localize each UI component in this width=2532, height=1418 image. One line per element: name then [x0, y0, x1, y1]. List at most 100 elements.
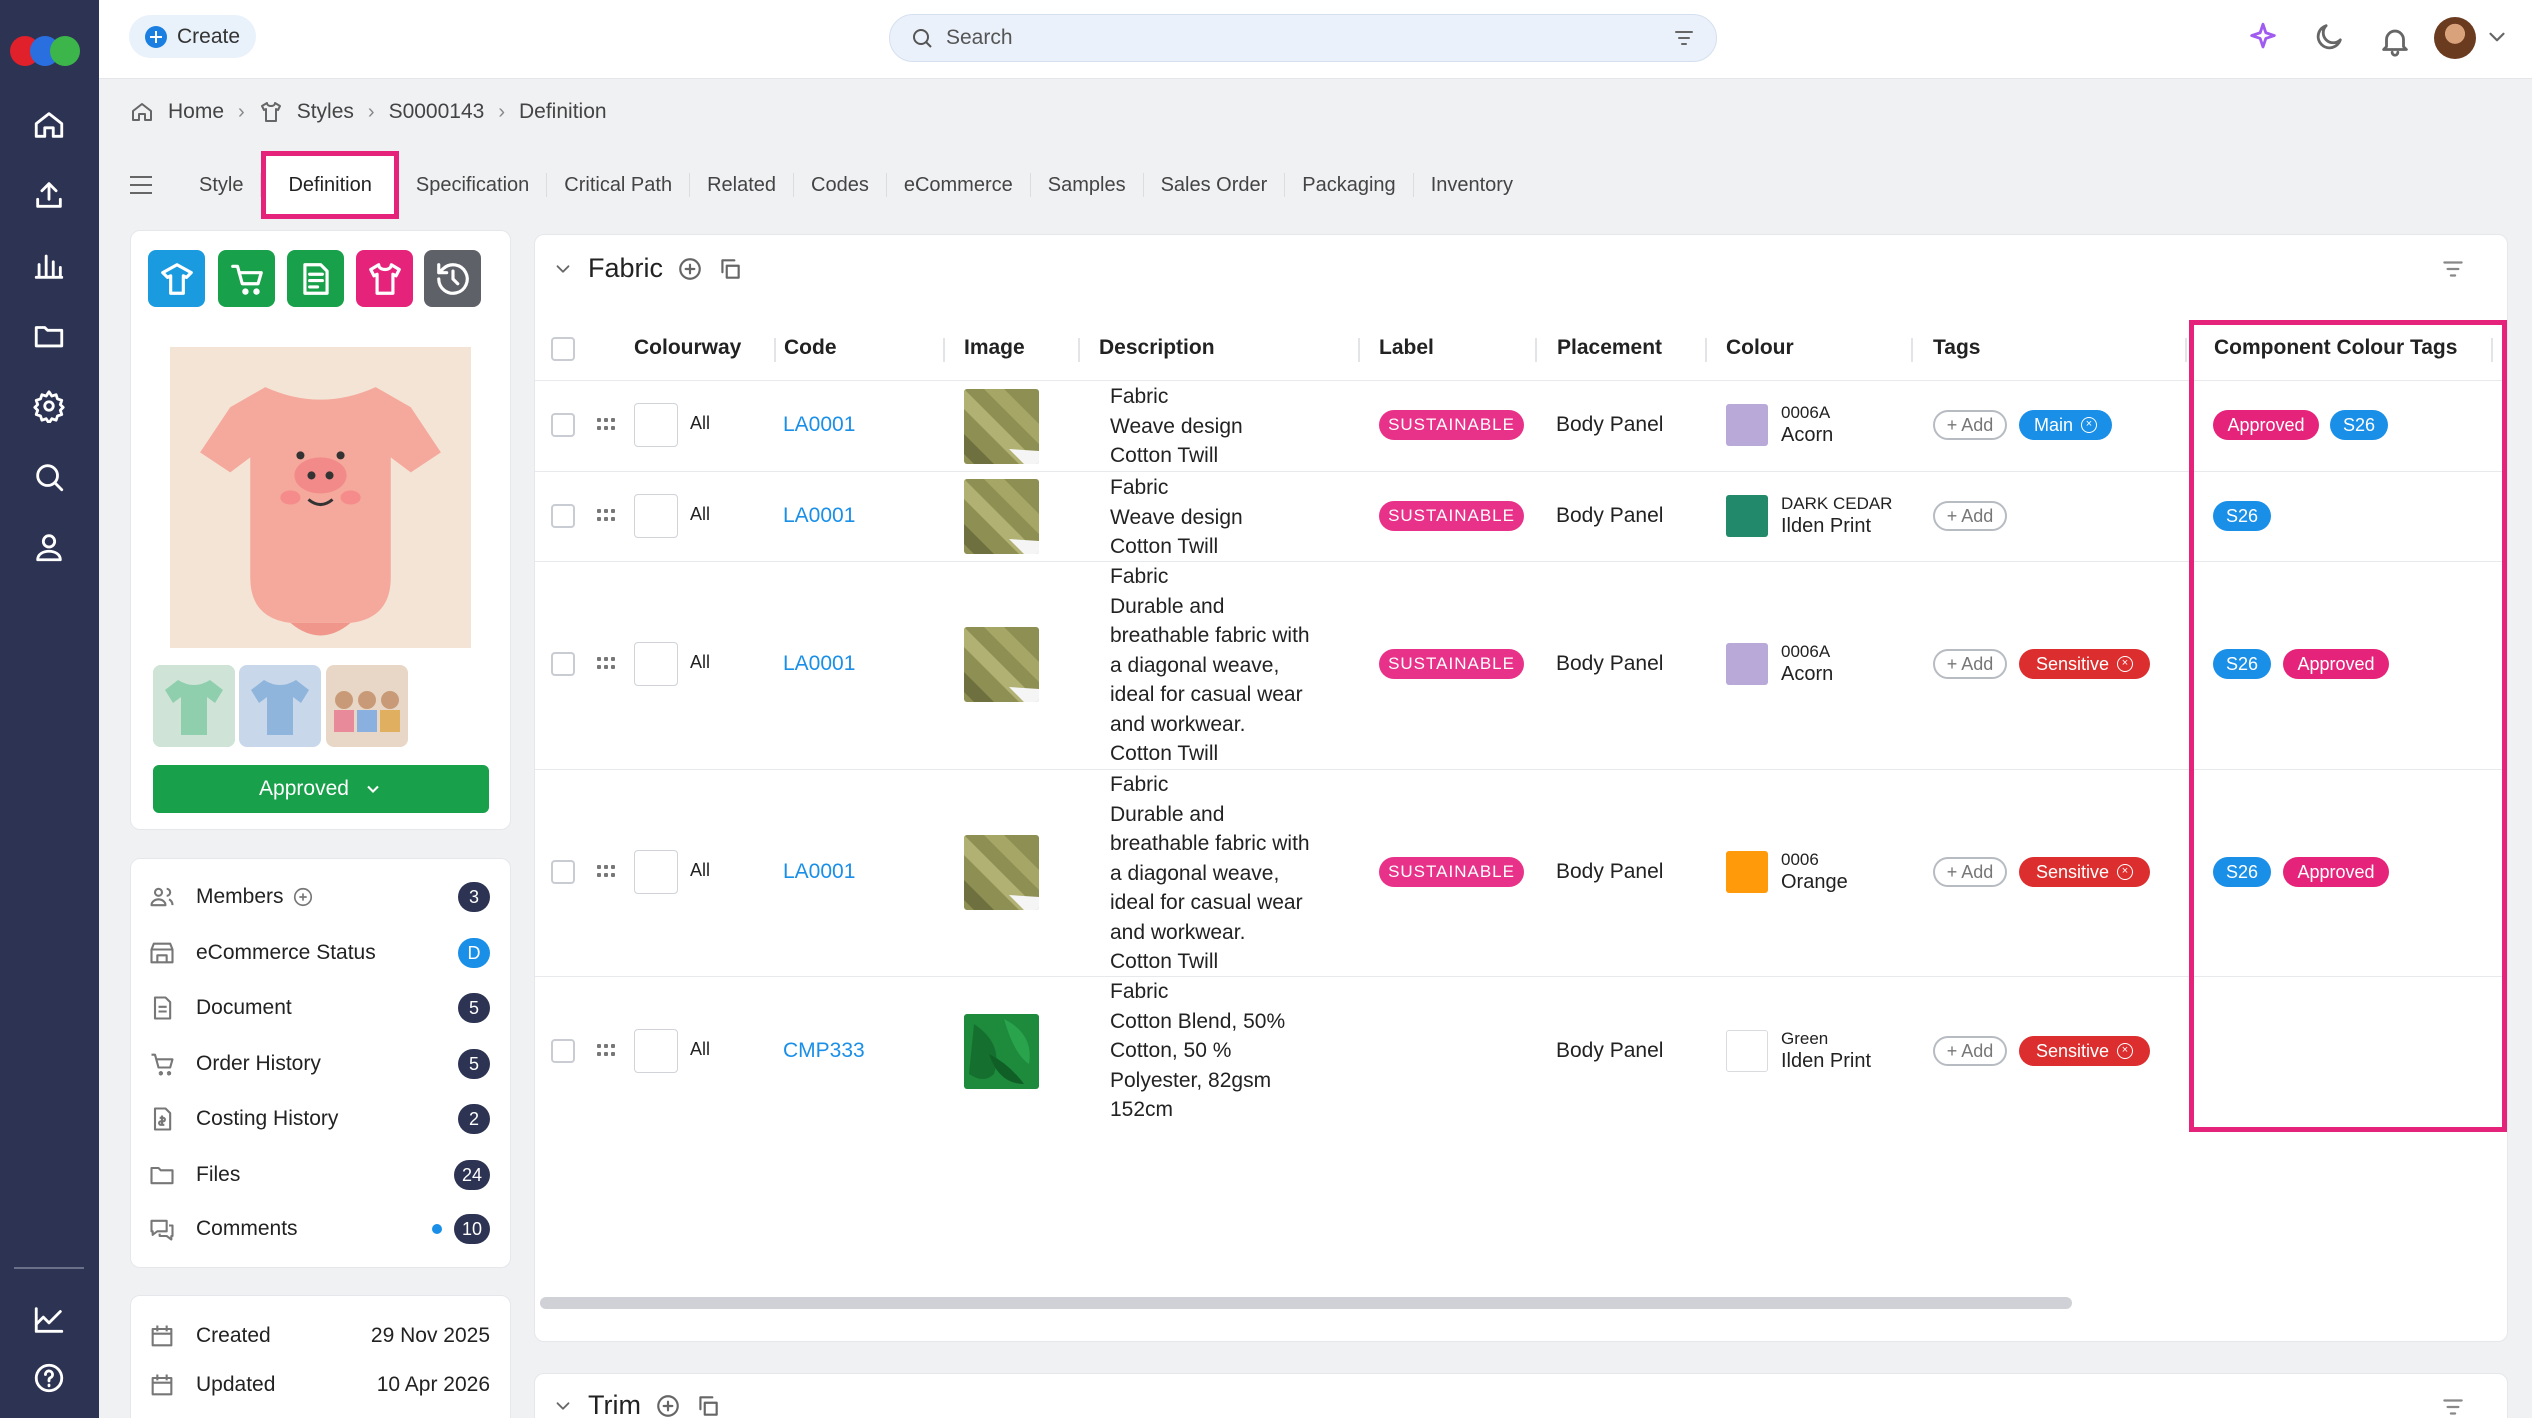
col-label[interactable]: Label — [1379, 336, 1434, 359]
component-tag-s26[interactable]: S26 — [2213, 501, 2271, 531]
code-link[interactable]: CMP333 — [783, 1039, 865, 1062]
add-tag-button[interactable]: + Add — [1933, 857, 2007, 887]
hamburger-menu-icon[interactable] — [130, 176, 152, 194]
remove-tag-icon[interactable]: × — [2117, 864, 2134, 880]
costing-sheet-icon[interactable] — [287, 250, 344, 307]
drag-handle-icon[interactable] — [597, 657, 617, 671]
ecommerce-status-row[interactable]: eCommerce Status D — [148, 933, 490, 973]
component-tag-s26[interactable]: S26 — [2330, 410, 2388, 440]
home-icon[interactable] — [29, 105, 69, 145]
app-logo[interactable] — [10, 36, 90, 66]
component-tag-approved[interactable]: Approved — [2283, 649, 2389, 679]
col-colour[interactable]: Colour — [1726, 336, 1794, 359]
col-colourway[interactable]: Colourway — [634, 336, 742, 359]
col-component-colour-tags[interactable]: Component Colour Tags — [2214, 336, 2458, 359]
component-tag-s26[interactable]: S26 — [2213, 649, 2271, 679]
thumbnail-babies-photo[interactable] — [326, 665, 408, 747]
costing-history-row[interactable]: Costing History 2 — [148, 1099, 490, 1139]
dark-mode-moon-icon[interactable] — [2312, 20, 2346, 54]
add-tag-button[interactable]: + Add — [1933, 410, 2007, 440]
row-checkbox[interactable] — [551, 504, 575, 528]
drag-handle-icon[interactable] — [597, 418, 617, 432]
fabric-image[interactable] — [964, 627, 1039, 702]
filter-icon[interactable] — [1672, 26, 1696, 50]
comments-row[interactable]: Comments 10 — [148, 1209, 490, 1249]
analytics-icon[interactable] — [29, 1300, 69, 1340]
chevron-down-icon[interactable] — [2484, 24, 2510, 50]
row-checkbox[interactable] — [551, 1039, 575, 1063]
tab-specification[interactable]: Specification — [399, 173, 548, 197]
colourway-swatch[interactable] — [634, 1029, 678, 1073]
history-icon[interactable] — [424, 250, 481, 307]
notification-bell-icon[interactable] — [2378, 24, 2412, 58]
product-image[interactable] — [170, 347, 471, 648]
breadcrumb-style-id[interactable]: S0000143 — [388, 100, 485, 123]
remove-tag-icon[interactable]: × — [2117, 1043, 2134, 1059]
code-link[interactable]: LA0001 — [783, 860, 856, 883]
sample-icon[interactable] — [356, 250, 413, 307]
tab-samples[interactable]: Samples — [1031, 173, 1144, 197]
add-member-icon[interactable] — [292, 886, 314, 908]
add-tag-button[interactable]: + Add — [1933, 501, 2007, 531]
select-all-checkbox[interactable] — [551, 337, 575, 361]
row-checkbox[interactable] — [551, 413, 575, 437]
colourway-swatch[interactable] — [634, 642, 678, 686]
tab-sales-order[interactable]: Sales Order — [1144, 173, 1286, 197]
collapse-chevron-icon[interactable] — [552, 1395, 574, 1417]
row-checkbox[interactable] — [551, 860, 575, 884]
fabric-image[interactable] — [964, 835, 1039, 910]
component-tag-approved[interactable]: Approved — [2283, 857, 2389, 887]
tab-ecommerce[interactable]: eCommerce — [887, 173, 1031, 197]
breadcrumb-home[interactable]: Home — [168, 100, 225, 123]
collapse-chevron-icon[interactable] — [552, 258, 574, 280]
ecommerce-cart-icon[interactable] — [218, 250, 275, 307]
tab-style[interactable]: Style — [182, 173, 262, 197]
filter-icon[interactable] — [2440, 256, 2466, 282]
document-row[interactable]: Document 5 — [148, 988, 490, 1028]
status-approved-button[interactable]: Approved — [153, 765, 489, 813]
drag-handle-icon[interactable] — [597, 865, 617, 879]
breadcrumb-styles[interactable]: Styles — [296, 100, 354, 123]
search-input[interactable]: Search — [889, 14, 1717, 62]
drag-handle-icon[interactable] — [597, 509, 617, 523]
user-icon[interactable] — [29, 527, 69, 567]
code-link[interactable]: LA0001 — [783, 504, 856, 527]
reports-chart-icon[interactable] — [29, 246, 69, 286]
col-code[interactable]: Code — [784, 336, 837, 359]
drag-handle-icon[interactable] — [597, 1044, 617, 1058]
fabric-image[interactable] — [964, 1014, 1039, 1089]
row-checkbox[interactable] — [551, 652, 575, 676]
tab-inventory[interactable]: Inventory — [1430, 174, 1513, 196]
tag-sensitive[interactable]: Sensitive × — [2019, 857, 2150, 887]
copy-icon[interactable] — [695, 1393, 721, 1418]
thumbnail-green-onesie[interactable] — [153, 665, 235, 747]
add-tag-button[interactable]: + Add — [1933, 1036, 2007, 1066]
fabric-image[interactable] — [964, 389, 1039, 464]
tab-related[interactable]: Related — [690, 173, 795, 197]
folder-icon[interactable] — [29, 316, 69, 356]
create-button[interactable]: Create — [129, 15, 256, 58]
tag-sensitive[interactable]: Sensitive × — [2019, 649, 2150, 679]
user-avatar[interactable] — [2434, 17, 2476, 59]
add-tag-button[interactable]: + Add — [1933, 649, 2007, 679]
tag-sensitive[interactable]: Sensitive × — [2019, 1036, 2150, 1066]
copy-icon[interactable] — [717, 256, 743, 282]
colourway-swatch[interactable] — [634, 403, 678, 447]
colourway-swatch[interactable] — [634, 850, 678, 894]
tab-definition[interactable]: Definition — [261, 151, 399, 219]
order-history-row[interactable]: Order History 5 — [148, 1044, 490, 1084]
component-tag-approved[interactable]: Approved — [2213, 410, 2319, 440]
settings-gear-icon[interactable] — [29, 386, 69, 426]
thumbnail-blue-onesie[interactable] — [239, 665, 321, 747]
horizontal-scrollbar[interactable] — [540, 1297, 2072, 1309]
members-row[interactable]: Members 3 — [148, 877, 490, 917]
ai-sparkle-icon[interactable] — [2246, 20, 2280, 54]
tag-main[interactable]: Main × — [2019, 410, 2112, 440]
upload-icon[interactable] — [29, 175, 69, 215]
remove-tag-icon[interactable]: × — [2117, 656, 2134, 672]
col-description[interactable]: Description — [1099, 336, 1215, 359]
style-icon[interactable] — [148, 250, 205, 307]
tab-codes[interactable]: Codes — [794, 173, 887, 197]
col-placement[interactable]: Placement — [1557, 336, 1663, 359]
search-icon[interactable] — [29, 457, 69, 497]
